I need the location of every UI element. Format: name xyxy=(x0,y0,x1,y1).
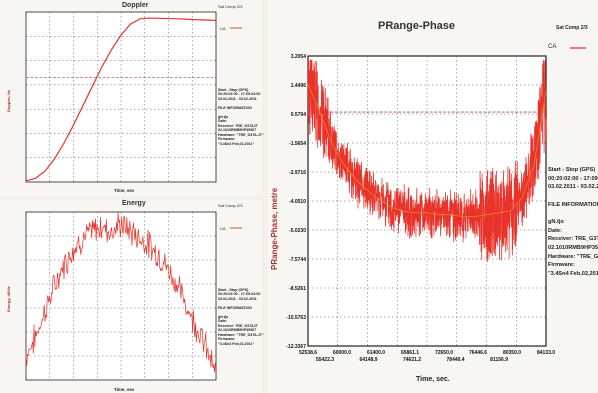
info-line: Date: xyxy=(548,227,562,234)
y-tick-label: 0.5794 xyxy=(291,112,307,118)
prange-phase-plot: 3.2054 1.4496 0.5794 -1.5654 -2.9716 -4.0510 -… xyxy=(286,47,586,363)
info-line: FILE INFORMATION xyxy=(218,305,252,310)
doppler-x-axis-label: Time, sec xyxy=(114,188,135,193)
info-line: Hardware: "TRE_G3TA.JT" xyxy=(218,132,264,137)
info-line: 00:20:02:00 - 17:09:24:00 xyxy=(218,292,261,297)
info-line: 03.02.2011 - 03.02.2011 xyxy=(218,296,257,301)
info-line: Receiver: TRE_G3TAJT xyxy=(548,236,598,243)
doppler-corner-label: Sat Comp 2/3 xyxy=(218,4,243,9)
doppler-info-block: Start - Stop (GPS) 00:20:02:00 - 17:09:24… xyxy=(218,88,264,146)
y-tick-label: -7.5744 xyxy=(289,257,306,263)
info-line: Date: xyxy=(218,119,227,124)
info-line: Date: xyxy=(218,319,227,324)
x-tick-label-secondary: 55422.3 xyxy=(316,357,334,363)
energy-plot xyxy=(25,211,242,381)
info-line: Receiver: TRE_G3TAJT xyxy=(218,123,258,128)
info-line: Firmware: xyxy=(218,337,236,342)
series-trend-ca xyxy=(307,83,547,218)
info-line: 02.1010RMB9HP35307 xyxy=(218,128,257,133)
info-line: FILE INFORMATION xyxy=(548,201,598,208)
info-line: Hardware: "TRE_G3TA.JT" xyxy=(548,253,598,260)
doppler-legend-ca: CA xyxy=(220,26,226,31)
x-tick-label: 65861.1 xyxy=(401,350,419,356)
prange-phase-corner-label: Sat Comp 2/3 xyxy=(556,25,588,31)
x-tick-label: 80350.0 xyxy=(503,350,521,356)
info-line: Start - Stop (GPS) xyxy=(548,167,596,173)
energy-chart-panel: Energy Sat Comp 2/3 CA Energy, dBHz Time… xyxy=(0,200,264,393)
info-line: Start - Stop (GPS) xyxy=(218,288,249,292)
info-line: Firmware: xyxy=(548,262,575,269)
y-tick-label: -1.5654 xyxy=(289,141,306,147)
energy-info-block: Start - Stop (GPS) 00:20:02:00 - 17:09:24… xyxy=(218,288,264,346)
y-tick-label: -12.3367 xyxy=(286,344,306,350)
series-line-ca xyxy=(25,17,217,182)
series-line-ca xyxy=(25,212,217,373)
info-line: 00:20:02:00 - 17:09:24:00 xyxy=(218,92,261,97)
info-line: 02.1010RMB9HP35307 xyxy=(218,328,257,333)
prange-phase-x-axis-label: Time, sec. xyxy=(416,376,450,383)
info-line: 00:20:02:00 - 17:09:24:00 xyxy=(548,175,598,182)
prange-phase-chart-panel: PRange-Phase Sat Comp 2/3 CA PRange-Phas… xyxy=(268,0,598,393)
y-tick-label: -4.0510 xyxy=(289,199,306,205)
info-line: "3.4Sn4 Feb,02,2011" xyxy=(218,141,255,146)
y-tick-label: -5.0230 xyxy=(289,228,306,234)
info-line: Hardware: "TRE_G3TA.JT" xyxy=(218,332,264,337)
x-tick-label-secondary: 78440.4 xyxy=(447,357,465,363)
info-line: gN.tjo xyxy=(548,218,564,225)
doppler-chart-title: Doppler xyxy=(122,2,149,9)
x-tick-label: 60000.0 xyxy=(333,350,351,356)
x-tick-label: 84133.0 xyxy=(537,350,555,356)
info-line: Start - Stop (GPS) xyxy=(218,88,249,92)
y-tick-label: 1.4496 xyxy=(291,83,307,89)
x-tick-label-secondary: 74621.2 xyxy=(403,357,421,363)
x-tick-label: 52538.6 xyxy=(299,350,317,356)
x-tick-label: 72650.0 xyxy=(435,350,453,356)
energy-legend-ca: CA xyxy=(220,226,226,231)
y-tick-label: -8.5261 xyxy=(289,286,306,292)
x-tick-label: 61400.0 xyxy=(367,350,385,356)
info-line: gN.tjo xyxy=(218,114,229,119)
energy-corner-label: Sat Comp 2/3 xyxy=(218,203,243,208)
info-line: Firmware: xyxy=(218,137,236,142)
info-line: FILE INFORMATION xyxy=(218,105,252,110)
series-line-ca xyxy=(307,59,547,262)
info-line: Receiver: TRE_G3TAJT xyxy=(218,323,258,328)
prange-phase-legend-ca: CA xyxy=(548,44,557,50)
x-tick-label: 76446.6 xyxy=(469,350,487,356)
energy-x-axis-label: Time, sec xyxy=(114,387,135,392)
info-line: "3.4Sn4 Feb,02,2011" xyxy=(218,341,255,346)
info-line: 02.1010RMB9HP35307 xyxy=(548,244,598,251)
info-line: gN.tjo xyxy=(218,314,229,319)
doppler-plot xyxy=(25,11,242,183)
prange-phase-info-block: Start - Stop (GPS) 00:20:02:00 - 17:09:24… xyxy=(548,166,598,279)
info-line: 03.02.2011 - 03.02.2011 xyxy=(218,96,257,101)
prange-phase-chart-title: PRange-Phase xyxy=(378,20,456,32)
y-tick-label: -2.9716 xyxy=(289,170,306,176)
y-tick-label: -10.5763 xyxy=(286,315,306,321)
x-tick-label-secondary: 64148.9 xyxy=(359,357,377,363)
y-tick-label: 3.2054 xyxy=(291,54,307,60)
info-line: "3.4Sn4 Feb,02,2011" xyxy=(548,270,598,277)
x-tick-label-secondary: 81156.9 xyxy=(490,357,508,363)
energy-chart-title: Energy xyxy=(122,200,146,207)
info-line: 03.02.2011 - 03.02.2011 xyxy=(548,184,598,191)
doppler-chart-panel: Doppler Sat Comp 2/3 CA Doppler, Hz Time… xyxy=(0,0,264,196)
